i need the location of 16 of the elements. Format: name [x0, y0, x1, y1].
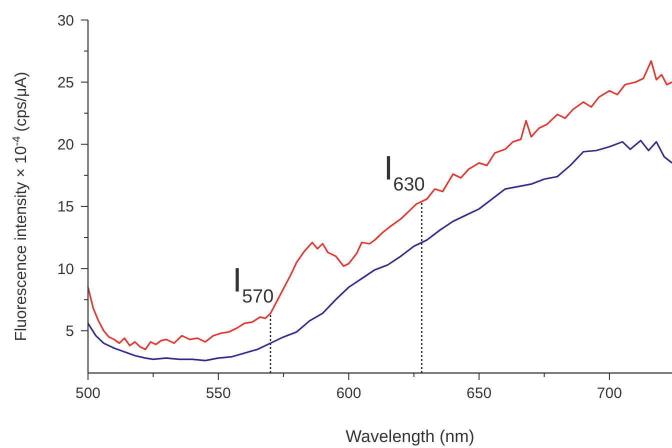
ref-line-label: I$_{570}$	[232, 261, 274, 307]
y-tick-label: 20	[57, 136, 74, 154]
y-tick-label: 5	[66, 322, 74, 340]
y-tick-label: 10	[57, 260, 74, 278]
x-tick-label: 500	[75, 385, 101, 402]
ref-line-label: I$_{630}$	[384, 149, 425, 195]
line-series	[87, 60, 672, 350]
y-tick-label: 15	[57, 198, 74, 216]
y-tick-label: 25	[57, 74, 74, 92]
x-tick-label: 550	[206, 385, 231, 402]
x-tick-label: 600	[336, 385, 362, 402]
x-axis-title: Wavelength (nm)	[346, 427, 474, 446]
x-tick-label: 700	[596, 385, 622, 402]
y-tick-label: 30	[57, 12, 74, 30]
x-tick-label: 650	[466, 385, 492, 402]
line-series	[87, 140, 672, 362]
